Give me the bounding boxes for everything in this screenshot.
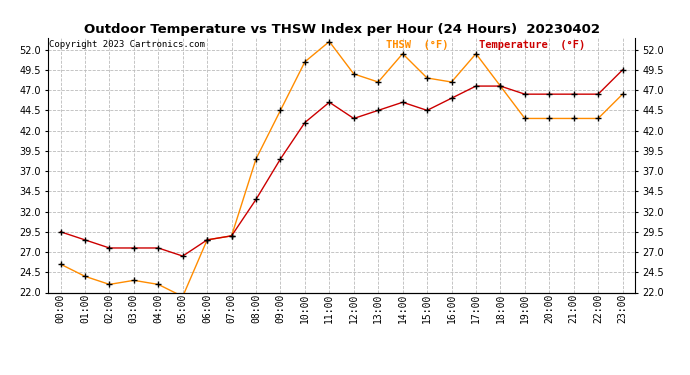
Text: Temperature  (°F): Temperature (°F) [480, 40, 586, 50]
Text: THSW  (°F): THSW (°F) [386, 40, 448, 50]
Title: Outdoor Temperature vs THSW Index per Hour (24 Hours)  20230402: Outdoor Temperature vs THSW Index per Ho… [83, 23, 600, 36]
Text: Copyright 2023 Cartronics.com: Copyright 2023 Cartronics.com [50, 40, 206, 49]
